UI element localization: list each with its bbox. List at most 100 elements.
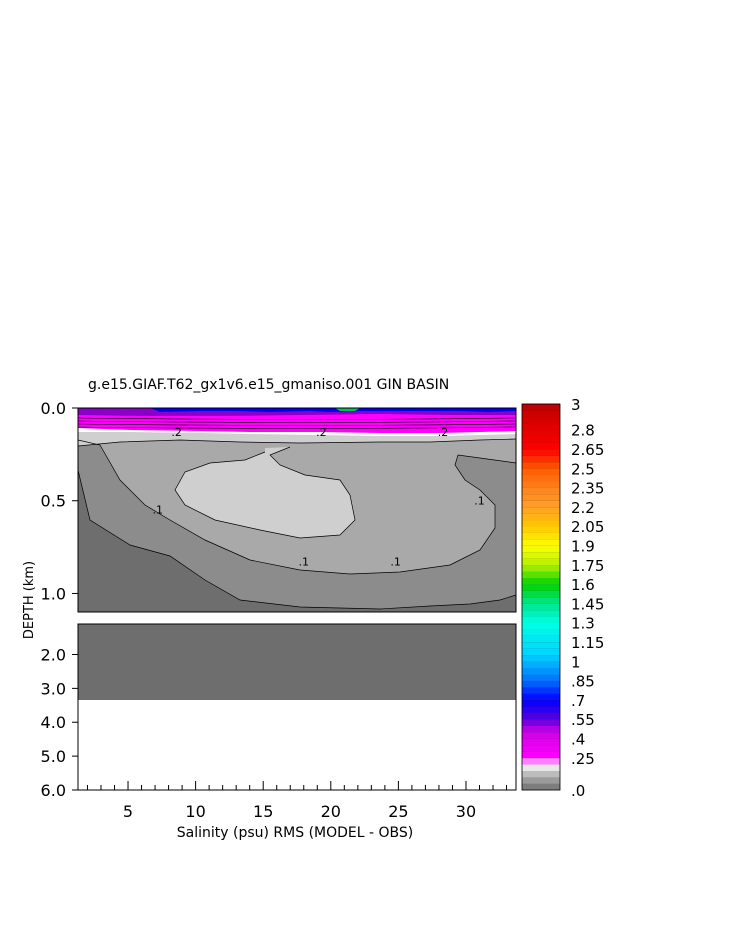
colorbar-segment — [522, 706, 560, 714]
contour-label: .2 — [171, 426, 182, 439]
colorbar-segment — [522, 687, 560, 694]
colorbar-segment — [522, 442, 560, 450]
colorbar-segment — [522, 481, 560, 488]
colorbar-segment — [522, 751, 560, 759]
colorbar-label: 1.15 — [571, 634, 604, 652]
colorbar-segment — [522, 468, 560, 476]
chart-title: g.e15.GIAF.T62_gx1v6.e15_gmaniso.001 GIN… — [88, 377, 449, 393]
colorbar-label: 2.35 — [571, 480, 604, 498]
colorbar — [521, 403, 561, 791]
colorbar-segment — [522, 680, 560, 688]
colorbar-segment — [522, 667, 560, 675]
colorbar-segment — [522, 571, 560, 578]
colorbar-label: .4 — [571, 731, 585, 749]
colorbar-label: 1.3 — [571, 615, 595, 633]
x-axis-label: Salinity (psu) RMS (MODEL - OBS) — [177, 825, 413, 841]
colorbar-labels: 32.82.652.52.352.22.051.91.751.61.451.31… — [571, 396, 604, 800]
lower-panel-fill — [78, 624, 516, 700]
colorbar-segment — [522, 719, 560, 726]
colorbar-label: .0 — [571, 782, 585, 800]
colorbar-segment — [522, 674, 560, 681]
colorbar-segment — [522, 622, 560, 630]
colorbar-segment — [522, 539, 560, 546]
colorbar-label: .7 — [571, 692, 585, 710]
colorbar-segment — [522, 764, 560, 771]
contour-region-surface-blue — [150, 408, 516, 412]
colorbar-label: 1.6 — [571, 576, 595, 594]
colorbar-segment — [522, 449, 560, 456]
contour-region-surface-green — [335, 408, 360, 411]
contour-label: .1 — [153, 504, 164, 517]
colorbar-segment — [522, 436, 560, 443]
colorbar-segment — [522, 777, 560, 784]
upper-panel-frame — [77, 407, 517, 613]
colorbar-segment — [522, 712, 560, 720]
colorbar-segment — [522, 558, 560, 566]
colorbar-segment — [522, 609, 560, 617]
colorbar-segment — [522, 513, 560, 521]
colorbar-segment — [522, 725, 560, 733]
colorbar-segment — [522, 519, 560, 527]
contour-label: .2 — [316, 426, 327, 439]
colorbar-segment — [522, 551, 560, 559]
colorbar-segment — [522, 455, 560, 463]
y-axis-lower: 2.0 3.0 4.0 5.0 6.0 — [41, 645, 78, 800]
colorbar-segment — [522, 526, 560, 533]
colorbar-segment — [522, 404, 560, 411]
colorbar-label: 2.8 — [571, 422, 595, 440]
x-tick-label: 25 — [388, 802, 408, 821]
colorbar-segment — [522, 545, 560, 553]
colorbar-segment — [522, 474, 560, 482]
contour-labels: .2 .2 .2 .1 .1 .1 .1 — [153, 426, 485, 569]
lower-panel-frame — [77, 623, 517, 791]
colorbar-segment — [522, 506, 560, 514]
x-tick-label: 30 — [456, 802, 476, 821]
contour-label: .1 — [474, 494, 485, 507]
x-tick-label: 15 — [253, 802, 273, 821]
colorbar-segment — [522, 584, 560, 591]
colorbar-segment — [522, 429, 560, 437]
colorbar-frame — [521, 403, 561, 791]
colorbar-segment — [522, 654, 560, 662]
colorbar-label: 1 — [571, 653, 581, 671]
upper-panel — [77, 407, 517, 613]
colorbar-label: 1.75 — [571, 557, 604, 575]
lower-panel — [77, 623, 517, 791]
y-tick-label: 5.0 — [41, 747, 66, 766]
colorbar-segment — [522, 699, 560, 707]
colorbar-segment — [522, 616, 560, 624]
colorbar-segment — [522, 494, 560, 501]
contour-region-pocket — [175, 447, 355, 538]
colorbar-segment — [522, 410, 560, 418]
colorbar-segment — [522, 783, 560, 791]
colorbar-segment — [522, 564, 560, 572]
colorbar-label: .55 — [571, 711, 595, 729]
colorbar-label: .25 — [571, 750, 595, 768]
colorbar-segment — [522, 661, 560, 669]
colorbar-segment — [522, 532, 560, 540]
colorbar-label: 2.5 — [571, 460, 595, 478]
y-tick-label: 0.0 — [41, 399, 66, 418]
colorbar-segment — [522, 590, 560, 598]
colorbar-segment — [522, 738, 560, 746]
colorbar-segment — [522, 603, 560, 611]
y-tick-label: 3.0 — [41, 679, 66, 698]
colorbar-segment — [522, 461, 560, 469]
colorbar-segment — [522, 693, 560, 701]
x-tick-label: 10 — [185, 802, 205, 821]
colorbar-label: 2.05 — [571, 518, 604, 536]
colorbar-label: 2.65 — [571, 441, 604, 459]
y-tick-label: 1.0 — [41, 584, 66, 603]
colorbar-label: 1.45 — [571, 595, 604, 613]
colorbar-segment — [522, 648, 560, 656]
colorbar-segment — [522, 416, 560, 424]
contour-label: .1 — [299, 556, 310, 569]
colorbar-label: 3 — [571, 396, 581, 414]
x-tick-label: 20 — [321, 802, 341, 821]
colorbar-segment — [522, 744, 560, 752]
colorbar-segment — [522, 635, 560, 643]
contour-label: .1 — [390, 556, 401, 569]
y-axis-upper: 0.0 0.5 1.0 — [41, 399, 78, 603]
contour-label: .2 — [438, 426, 449, 439]
colorbar-segment — [522, 577, 560, 585]
